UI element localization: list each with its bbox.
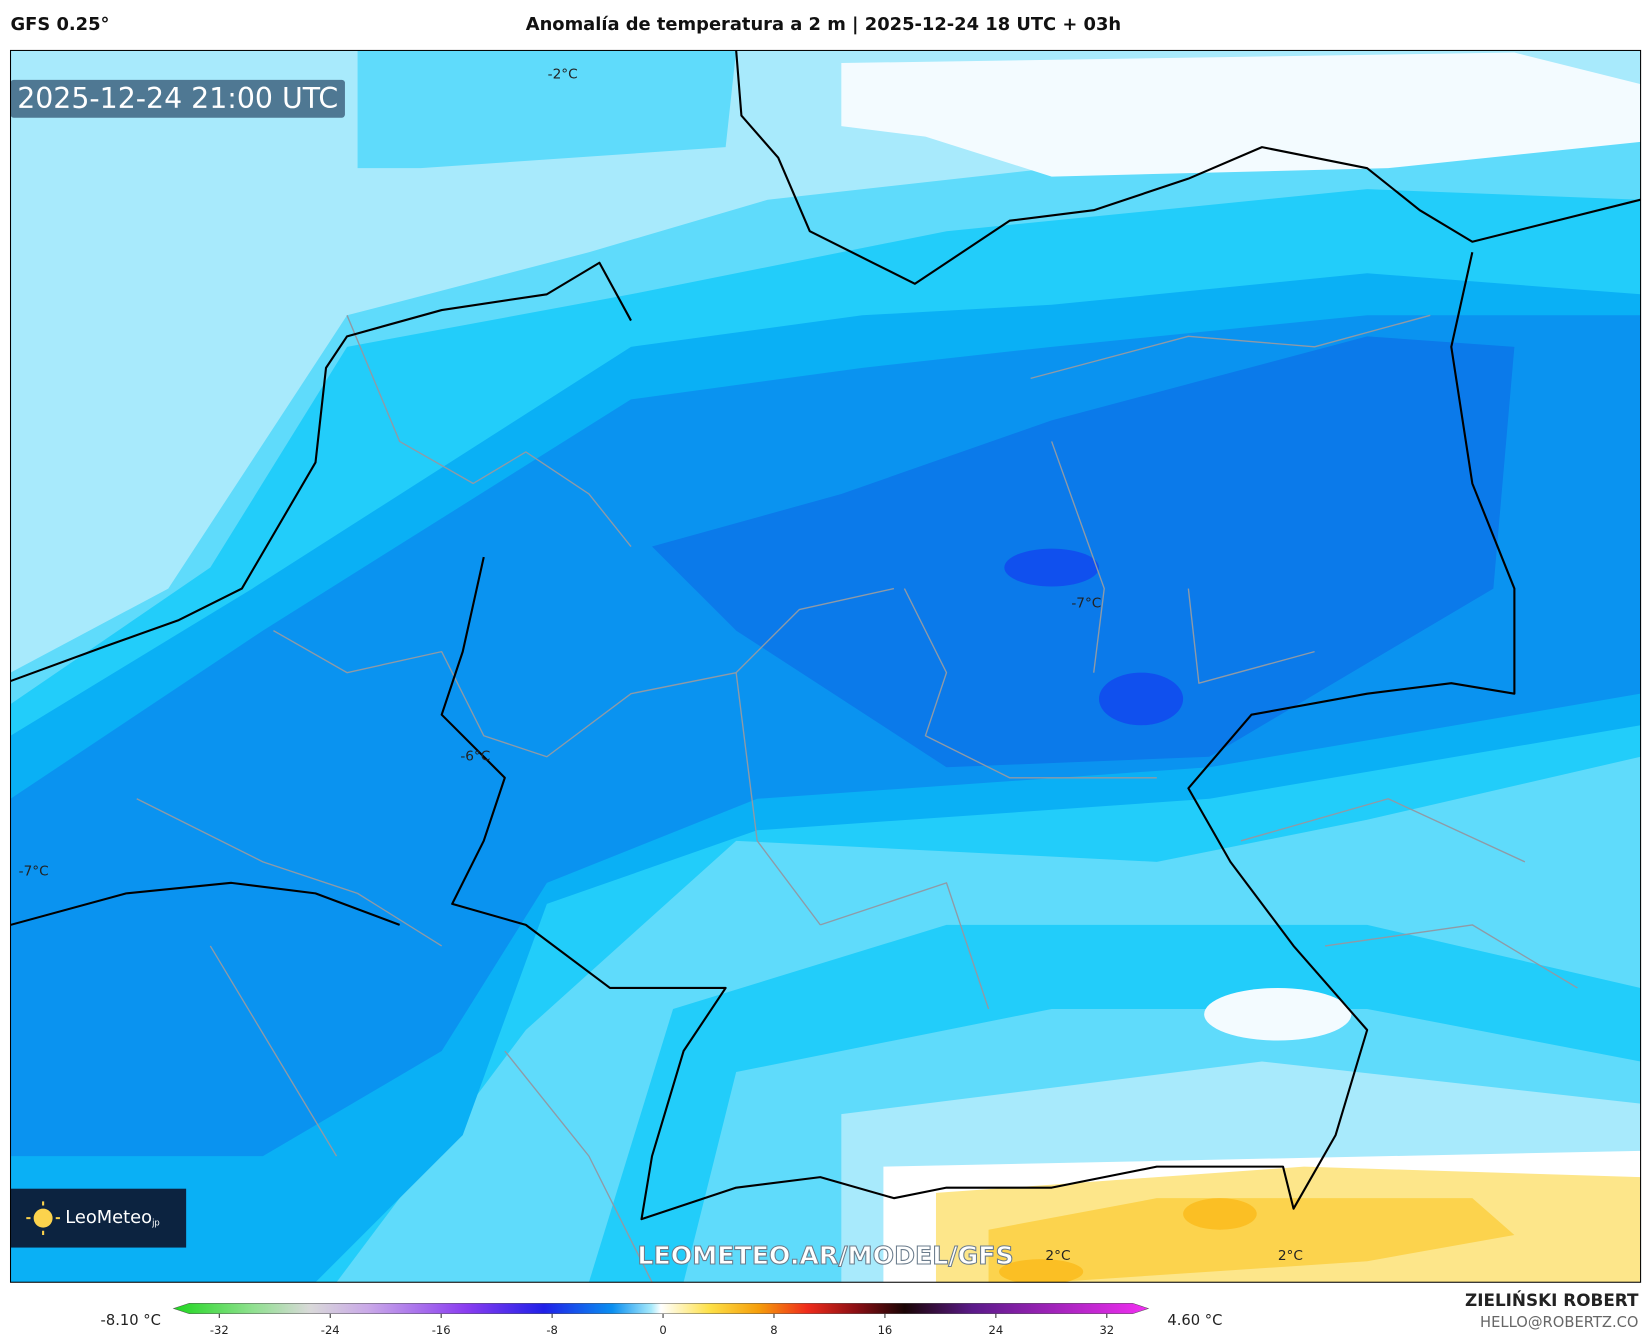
- coastline: [10, 50, 1641, 683]
- anomaly-area: [1004, 548, 1099, 587]
- logo-suffix: jp: [151, 1217, 160, 1227]
- contour-label: -7°C: [19, 863, 49, 879]
- anomaly-area: [988, 1198, 1515, 1283]
- logo-sun: [33, 1208, 53, 1228]
- colorbar-tick-label: -16: [432, 1323, 451, 1337]
- author: ZIELIŃSKI ROBERT: [1465, 1289, 1639, 1310]
- colorbar-tick-label: -24: [321, 1323, 340, 1337]
- logo-name: LeoMeteo: [65, 1207, 152, 1228]
- contour-label: -2°C: [548, 67, 578, 83]
- colorbar-min: -8.10 °C: [101, 1312, 161, 1329]
- anomaly-area: [841, 52, 1641, 177]
- author-email: HELLO@ROBERTZ.CO: [1480, 1314, 1638, 1331]
- map: -2°C -7°C -6°C -7°C 2°C 2°C 2025-12-24 2…: [10, 50, 1641, 1283]
- anomaly-area: [357, 50, 737, 169]
- anomaly-area: [999, 1259, 1084, 1283]
- colorbar-max: 4.60 °C: [1167, 1312, 1222, 1329]
- map-title: Anomalía de temperatura a 2 m | 2025-12-…: [526, 14, 1121, 35]
- anomaly-area: [1204, 987, 1352, 1041]
- colorbar-tick-label: 0: [659, 1323, 666, 1337]
- colorbar-ticks: -32 -24 -16 -8 0 8 16 24 32: [210, 1313, 1114, 1337]
- colorbar-tick-label: -32: [210, 1323, 229, 1337]
- anomaly-area: [1098, 672, 1184, 726]
- state-border: [136, 314, 1578, 1283]
- contour-label: 2°C: [1045, 1248, 1070, 1264]
- contour-label: -7°C: [1071, 595, 1101, 611]
- colorbar-tick-label: 16: [878, 1323, 893, 1337]
- valid-time: 2025-12-24 21:00 UTC: [17, 82, 338, 115]
- anomaly-area: [1183, 1198, 1257, 1230]
- timestamp-box: [10, 79, 345, 118]
- logo-text: LeoMeteojp: [65, 1207, 160, 1228]
- colorbar-tick-label: 32: [1099, 1323, 1114, 1337]
- anomaly-area: [652, 336, 1515, 768]
- country-border: [10, 252, 1516, 1221]
- colorbar: [172, 1303, 1150, 1315]
- contour-label: 2°C: [1278, 1248, 1303, 1264]
- watermark: LEOMETEO.AR/MODEL/GFS: [637, 1241, 1013, 1270]
- contour-label: -6°C: [460, 749, 490, 765]
- map-frame: [9, 49, 1642, 1283]
- logo-rays: [26, 1201, 60, 1235]
- colorbar-tick-label: -8: [546, 1323, 558, 1337]
- colorbar-tick-label: 8: [770, 1323, 777, 1337]
- model-name: GFS 0.25°: [11, 14, 110, 35]
- colorbar-tick-label: 24: [989, 1323, 1004, 1337]
